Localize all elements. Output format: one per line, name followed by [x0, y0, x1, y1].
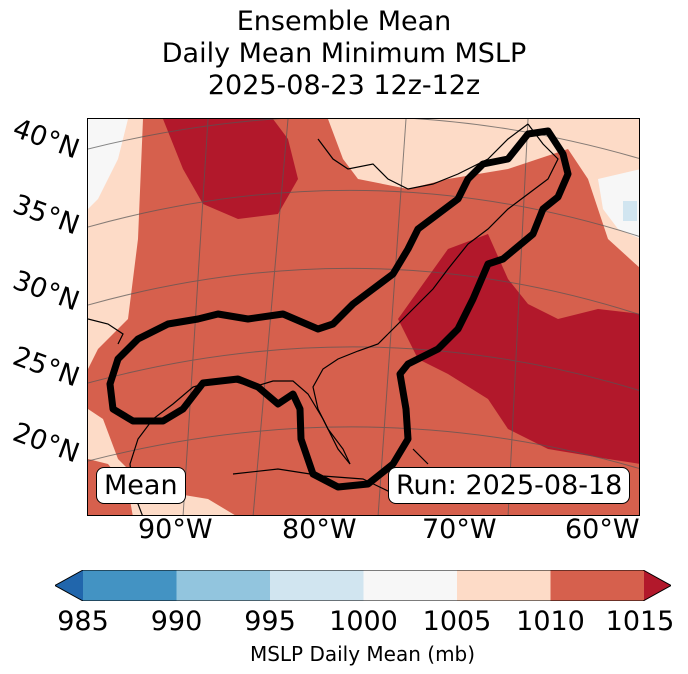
contour-line [106, 127, 572, 491]
field-995-1000-ne [623, 201, 637, 221]
lat-label-35: 35°N [8, 188, 84, 242]
lon-label-60w: 60°W [565, 514, 640, 545]
map-panel: Mean Run: 2025-08-18 [87, 118, 640, 516]
colorbar-990-995 [176, 570, 270, 601]
lat-label-40: 40°N [8, 112, 84, 166]
lat-label-25: 25°N [8, 340, 84, 394]
colorbar-above-1015 [644, 570, 671, 601]
field-above-1015-atlantic [398, 234, 639, 464]
colorbar-tick-1005: 1005 [422, 606, 492, 637]
mean-label-box: Mean [96, 467, 186, 504]
colorbar-tick-990: 990 [150, 606, 203, 637]
colorbar-tick-985: 985 [57, 606, 109, 637]
colorbar-1005-1010 [457, 570, 551, 601]
mslp-map [88, 119, 639, 515]
colorbar-tick-1010: 1010 [516, 606, 585, 637]
colorbar-tick-1015: 1015 [605, 606, 675, 637]
run-label-box: Run: 2025-08-18 [388, 467, 631, 504]
colorbar-985-990 [83, 570, 177, 601]
colorbar-below-985 [55, 570, 83, 601]
colorbar-label: MSLP Daily Mean (mb) [249, 642, 476, 666]
title-line-1: Ensemble Mean [236, 6, 452, 37]
title-line-3: 2025-08-23 12z-12z [207, 70, 481, 101]
colorbar-tick-995: 995 [244, 606, 296, 637]
colorbar [55, 570, 671, 601]
lon-label-70w: 70°W [422, 514, 497, 545]
title-line-2: Daily Mean Minimum MSLP [161, 38, 527, 69]
colorbar-1000-1005 [363, 570, 457, 601]
lon-label-80w: 80°W [282, 514, 357, 545]
lat-label-20: 20°N [8, 416, 84, 470]
lat-label-30: 30°N [8, 264, 84, 318]
colorbar-995-1000 [270, 570, 364, 601]
colorbar-tick-1000: 1000 [329, 606, 398, 637]
lon-label-90w: 90°W [138, 514, 213, 545]
colorbar-1010-1015 [550, 570, 644, 601]
graticule [88, 119, 639, 515]
